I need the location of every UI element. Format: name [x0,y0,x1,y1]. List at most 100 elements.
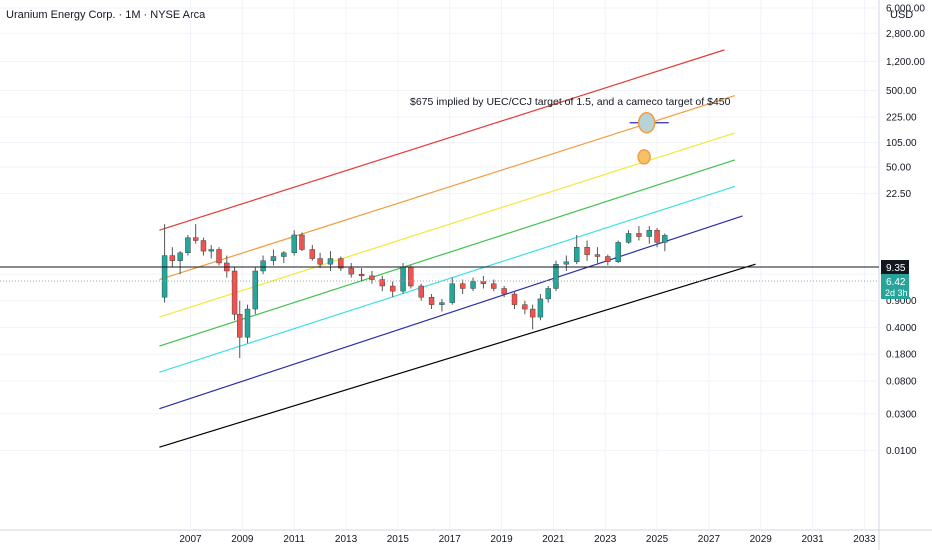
x-tick-label: 2031 [801,534,824,545]
y-axis-ticks: 6,000.00 2,800.00 1,200.00 500.00 225.00 105.… [886,3,925,456]
x-tick-label: 2013 [335,534,358,545]
candle-body [449,283,455,303]
candle-body [470,281,476,289]
candle-body [231,270,238,315]
candle-body [177,252,183,261]
price-tag-9-35-text: 9.35 [886,263,906,274]
y-tick-label: 0.0300 [886,409,917,420]
candle-body [428,297,435,305]
price-tag-last-text: 6.42 [886,277,906,288]
candle-body [594,254,601,257]
candle-body [605,256,611,262]
y-tick-label: 0.0100 [886,446,917,457]
candle-body [574,246,580,262]
candle-body [216,249,222,264]
channel-line [159,263,756,448]
x-tick-label: 2015 [387,534,410,545]
y-tick-label: 500.00 [886,86,917,97]
x-tick-label: 2029 [750,534,773,545]
candle-body [281,252,287,257]
x-axis-ticks: 2007 2009 2011 2013 2015 2017 2019 2021 2023 2025… [179,534,876,545]
candle-body [501,288,507,295]
candle-body [169,255,176,261]
candle-body [529,308,536,318]
candle-body [615,242,621,262]
candle-body [244,308,251,338]
candle-body [418,285,424,298]
candle-body [358,273,365,277]
candle-body [480,281,487,284]
candle-body [459,283,466,289]
countdown-text: 2d 3h [885,288,908,298]
candle-body [491,283,497,289]
y-tick-label: 6,000.00 [886,3,925,14]
candle-body [646,230,652,237]
candle-body [654,230,660,243]
x-tick-label: 2017 [439,534,462,545]
candle-body [270,256,277,261]
price-tag-9-35 [881,260,909,274]
candle-body [553,263,559,289]
channel-line [159,185,736,373]
y-tick-label: 105.00 [886,138,917,149]
candle-body [237,313,243,338]
overlays [629,111,669,165]
candle-body [636,233,642,237]
y-tick-label: 2,800.00 [886,29,925,40]
y-tick-label: 1,200.00 [886,57,925,68]
candle-body [200,240,207,252]
x-tick-label: 2009 [231,534,254,545]
candle-body [625,233,632,243]
candle-body [185,237,191,254]
x-tick-label: 2019 [490,534,513,545]
y-tick-label: 50.00 [886,163,911,174]
x-tick-label: 2027 [698,534,721,545]
candle-body [348,267,354,275]
candle-body [522,304,528,310]
candle-body [511,293,518,305]
candle-body [299,234,305,250]
gridlines [0,0,879,530]
price-tag-last [881,274,909,299]
symbol-title: Uranium Energy Corp. · 1M · NYSE Arca [6,9,206,21]
channel-line [159,159,736,347]
channel-lines [159,49,756,448]
target-marker-small [637,149,651,165]
candle-body [389,285,396,292]
annotation-text: $675 implied by UEC/CCJ target of 1.5, a… [410,96,731,108]
candle-body [208,249,214,252]
x-tick-label: 2021 [542,534,565,545]
candlesticks [161,224,668,359]
candle-body [338,258,344,269]
y-tick-label: 0.1800 [886,350,917,361]
x-tick-label: 2025 [646,534,669,545]
candle-body [161,255,168,298]
candle-body [309,249,316,259]
candle-body [317,258,323,265]
candle-body [400,266,406,292]
candle-body [260,260,266,272]
channel-line [159,49,725,231]
candle-body [408,266,414,287]
candle-body [537,298,544,318]
currency-label[interactable]: USD [890,9,913,21]
candle-body [252,270,259,310]
candle-body [369,275,375,280]
x-tick-label: 2023 [594,534,617,545]
x-tick-label: 2007 [179,534,202,545]
y-tick-label: 0.0800 [886,377,917,388]
candle-body [439,302,445,305]
x-tick-label: 2011 [283,534,305,545]
y-tick-label: 0.4000 [886,323,917,334]
candle-body [662,235,668,243]
y-tick-label: 225.00 [886,113,917,124]
y-tick-label: 0.9000 [886,296,917,307]
y-tick-label: 22.50 [886,189,911,200]
candle-body [545,288,551,300]
x-tick-label: 2033 [853,534,876,545]
candle-body [192,237,199,241]
channel-line [159,215,743,410]
target-marker-large [637,111,656,134]
candle-body [327,258,334,265]
